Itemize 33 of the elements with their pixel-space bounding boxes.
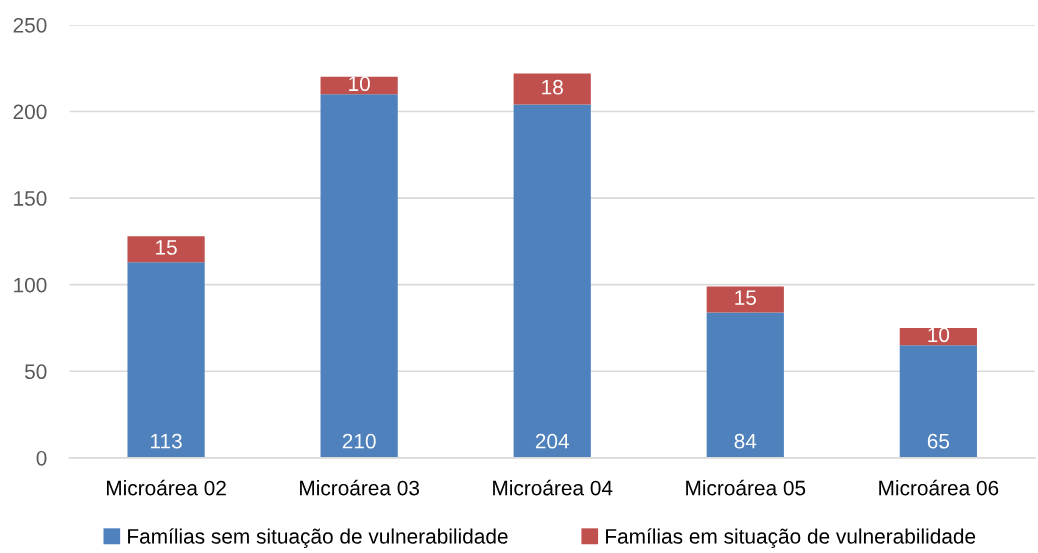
bar — [513, 73, 591, 105]
bar — [706, 286, 784, 313]
bar — [899, 327, 977, 346]
bar — [320, 94, 398, 458]
x-tick-label: Microárea 05 — [686, 479, 806, 496]
y-tick-label: 250 — [13, 17, 47, 33]
x-tick-label: Microárea 06 — [879, 479, 999, 496]
bar — [899, 345, 977, 458]
x-tick-label: Microárea 04 — [493, 479, 613, 496]
bar — [513, 104, 591, 458]
y-tick-label: 150 — [14, 191, 47, 206]
y-tick-label: 200 — [13, 104, 47, 120]
data-label: 18 — [542, 79, 563, 95]
x-tick-label: Microárea 02 — [107, 479, 226, 496]
data-label: 10 — [349, 76, 370, 92]
bar — [706, 312, 784, 458]
data-label: 113 — [151, 433, 182, 449]
bar — [127, 262, 205, 458]
data-label: 65 — [927, 433, 950, 449]
data-label: 10 — [928, 327, 950, 343]
data-label: 84 — [734, 433, 757, 449]
legend-label: Famílias sem situação de vulnerabilidade — [128, 528, 508, 548]
bar — [127, 236, 205, 263]
y-tick-label: 0 — [36, 450, 47, 466]
y-tick-label: 100 — [14, 277, 47, 293]
bar — [320, 76, 398, 95]
data-label: 15 — [156, 240, 177, 255]
y-tick-label: 50 — [24, 364, 47, 380]
data-label: 204 — [535, 433, 569, 449]
data-label: 15 — [735, 290, 756, 305]
x-tick-label: Microárea 03 — [300, 479, 420, 496]
data-label: 210 — [342, 433, 376, 449]
legend-label: Famílias em situação de vulnerabilidade — [606, 528, 976, 548]
